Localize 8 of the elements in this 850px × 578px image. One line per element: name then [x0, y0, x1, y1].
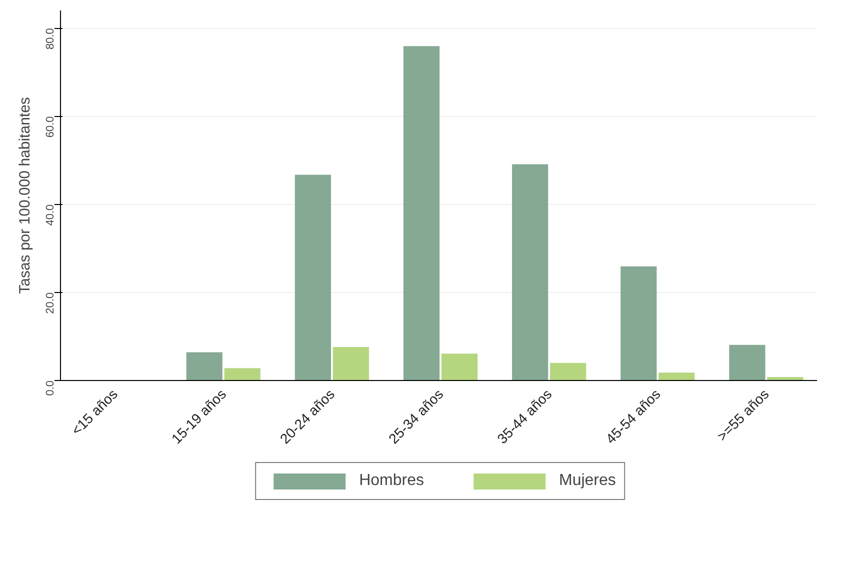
y-tick-label: 20.0 — [44, 292, 56, 314]
y-tick-label: 0.0 — [44, 380, 56, 396]
legend-label: Mujeres — [559, 472, 616, 490]
y-axis-title: Tasas por 100.000 habitantes — [16, 97, 34, 294]
y-tick-label: 60.0 — [44, 116, 56, 138]
y-tick-label: 80.0 — [44, 28, 56, 50]
y-tick-label: 40.0 — [44, 204, 56, 226]
legend-label: Hombres — [359, 472, 424, 490]
